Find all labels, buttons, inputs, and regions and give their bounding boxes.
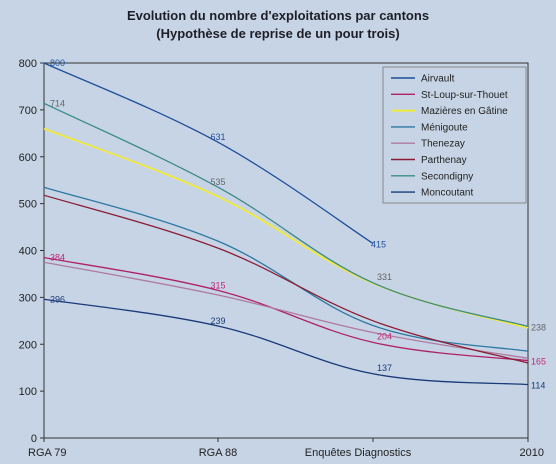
data-label: 137 [377, 363, 392, 373]
data-label: 415 [371, 239, 386, 249]
series-line-6 [43, 102, 529, 328]
series-line-7 [43, 298, 529, 386]
x-tick-label: RGA 79 [28, 447, 67, 459]
legend-label: St-Loup-sur-Thouet [421, 90, 508, 101]
data-label: 800 [50, 58, 65, 68]
y-tick-label: 400 [19, 246, 37, 258]
legend-label: Airvault [421, 74, 455, 85]
data-label: 165 [531, 357, 546, 367]
y-tick-label: 600 [19, 152, 37, 164]
data-label: 315 [210, 280, 225, 290]
chart-title: Evolution du nombre d'exploitations par … [126, 8, 430, 23]
legend-label: Mazières en Gâtine [421, 106, 508, 117]
legend-box [382, 66, 527, 204]
data-label: 714 [50, 98, 65, 108]
data-label: 296 [50, 294, 65, 304]
series-line-0 [43, 62, 374, 245]
y-tick-label: 0 [31, 433, 37, 445]
x-tick-label: RGA 88 [199, 447, 238, 459]
series-line-5 [43, 194, 529, 364]
series-line-1 [43, 256, 529, 362]
y-tick-label: 800 [19, 58, 37, 70]
legend-label: Ménigoute [421, 122, 468, 133]
y-tick-label: 100 [19, 386, 37, 398]
y-tick-label: 300 [19, 292, 37, 304]
data-label: 384 [50, 253, 65, 263]
series-line-4 [43, 261, 529, 359]
data-label: 331 [377, 272, 392, 282]
legend-label: Secondigny [421, 171, 473, 182]
data-label: 204 [377, 331, 392, 341]
legend-label: Moncoutant [421, 188, 473, 199]
data-label: 114 [531, 381, 545, 391]
data-label: 631 [210, 132, 225, 142]
x-tick-label: Enquêtes Diagnostics [305, 447, 412, 459]
legend-label: Thenezay [421, 139, 465, 150]
legend-label: Parthenay [421, 155, 467, 166]
data-label: 239 [210, 316, 225, 326]
y-tick-label: 200 [19, 339, 37, 351]
chart-subtitle: (Hypothèse de reprise de un pour trois) [156, 26, 400, 41]
y-tick-label: 700 [19, 105, 37, 117]
data-label: 535 [210, 177, 225, 187]
data-label: 238 [531, 322, 546, 332]
x-tick-label: 2010 [520, 447, 544, 459]
y-tick-label: 500 [19, 199, 37, 211]
